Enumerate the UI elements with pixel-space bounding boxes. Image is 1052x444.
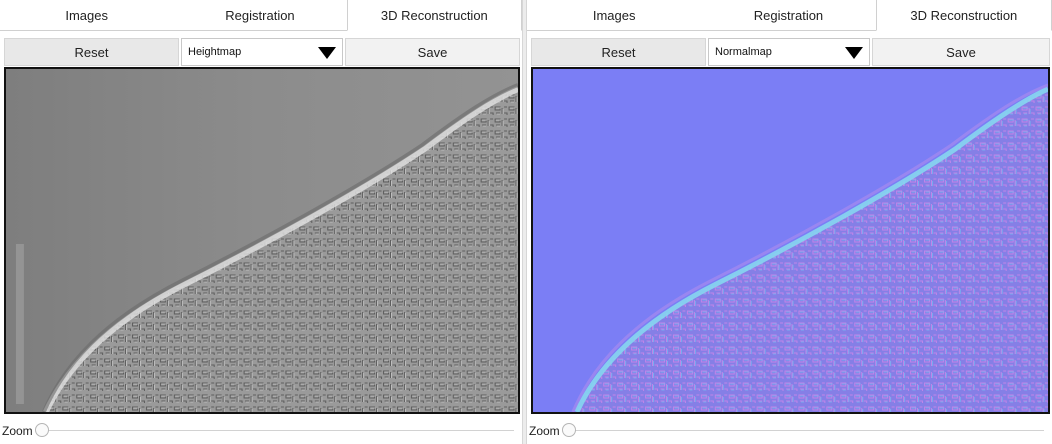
heightmap-viewer[interactable] <box>4 67 520 414</box>
save-button[interactable]: Save <box>345 38 520 66</box>
map-type-value: Normalmap <box>715 46 772 58</box>
toolbar: Reset Normalmap Save <box>531 38 1050 66</box>
heightmap-image <box>6 69 518 412</box>
zoom-control: Zoom <box>0 418 522 442</box>
reset-button[interactable]: Reset <box>531 38 706 66</box>
save-button[interactable]: Save <box>872 38 1050 66</box>
tab-images[interactable]: Images <box>527 0 702 30</box>
tab-registration[interactable]: Registration <box>701 0 876 30</box>
left-panel: Images Registration 3D Reconstruction Re… <box>0 0 522 444</box>
right-panel: Images Registration 3D Reconstruction Re… <box>527 0 1052 444</box>
tab-bar: Images Registration 3D Reconstruction <box>527 0 1052 31</box>
zoom-slider-track[interactable] <box>44 430 514 431</box>
map-type-select[interactable]: Normalmap <box>708 38 870 66</box>
tab-bar: Images Registration 3D Reconstruction <box>0 0 522 31</box>
tab-registration[interactable]: Registration <box>173 0 347 30</box>
normalmap-viewer[interactable] <box>531 67 1050 414</box>
reset-button[interactable]: Reset <box>4 38 179 66</box>
zoom-control: Zoom <box>527 418 1052 442</box>
dropdown-arrow-icon[interactable] <box>845 47 863 59</box>
tab-3d-reconstruction[interactable]: 3D Reconstruction <box>875 0 1052 31</box>
zoom-label: Zoom <box>529 424 560 438</box>
dropdown-arrow-icon[interactable] <box>318 47 336 59</box>
toolbar: Reset Heightmap Save <box>4 38 520 66</box>
tab-3d-reconstruction[interactable]: 3D Reconstruction <box>346 0 522 31</box>
zoom-slider-track[interactable] <box>571 430 1044 431</box>
map-type-value: Heightmap <box>188 46 242 58</box>
map-type-select[interactable]: Heightmap <box>181 38 343 66</box>
zoom-label: Zoom <box>2 424 33 438</box>
zoom-slider-thumb[interactable] <box>35 423 49 437</box>
normalmap-image <box>533 69 1048 412</box>
panel-divider[interactable] <box>522 0 527 444</box>
zoom-slider-thumb[interactable] <box>562 423 576 437</box>
tab-images[interactable]: Images <box>0 0 174 30</box>
